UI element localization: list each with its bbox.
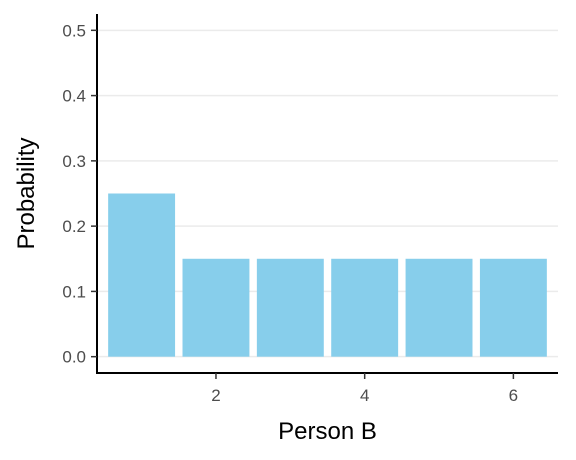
y-tick-label: 0.1 [62,282,86,301]
bar [182,258,250,357]
y-tick-label: 0.5 [62,21,86,40]
bar [256,258,324,357]
y-tick-label: 0.4 [62,87,86,106]
y-tick-label: 0.3 [62,152,86,171]
x-tick-label: 2 [211,386,220,405]
y-axis-ticks: 0.0 0.1 0.2 0.3 0.4 0.5 [62,21,97,367]
bars [108,193,547,357]
x-tick-label: 6 [509,386,518,405]
axes [96,14,558,374]
x-axis-title: Person B [278,418,377,445]
y-tick-label: 0.2 [62,217,86,236]
y-axis-title: Probability [13,137,40,249]
bar [108,193,176,357]
bar [405,258,473,357]
y-tick-label: 0.0 [62,348,86,367]
x-axis-ticks: 2 4 6 [211,373,518,405]
bar [331,258,399,357]
x-tick-label: 4 [360,386,369,405]
bar [479,258,547,357]
